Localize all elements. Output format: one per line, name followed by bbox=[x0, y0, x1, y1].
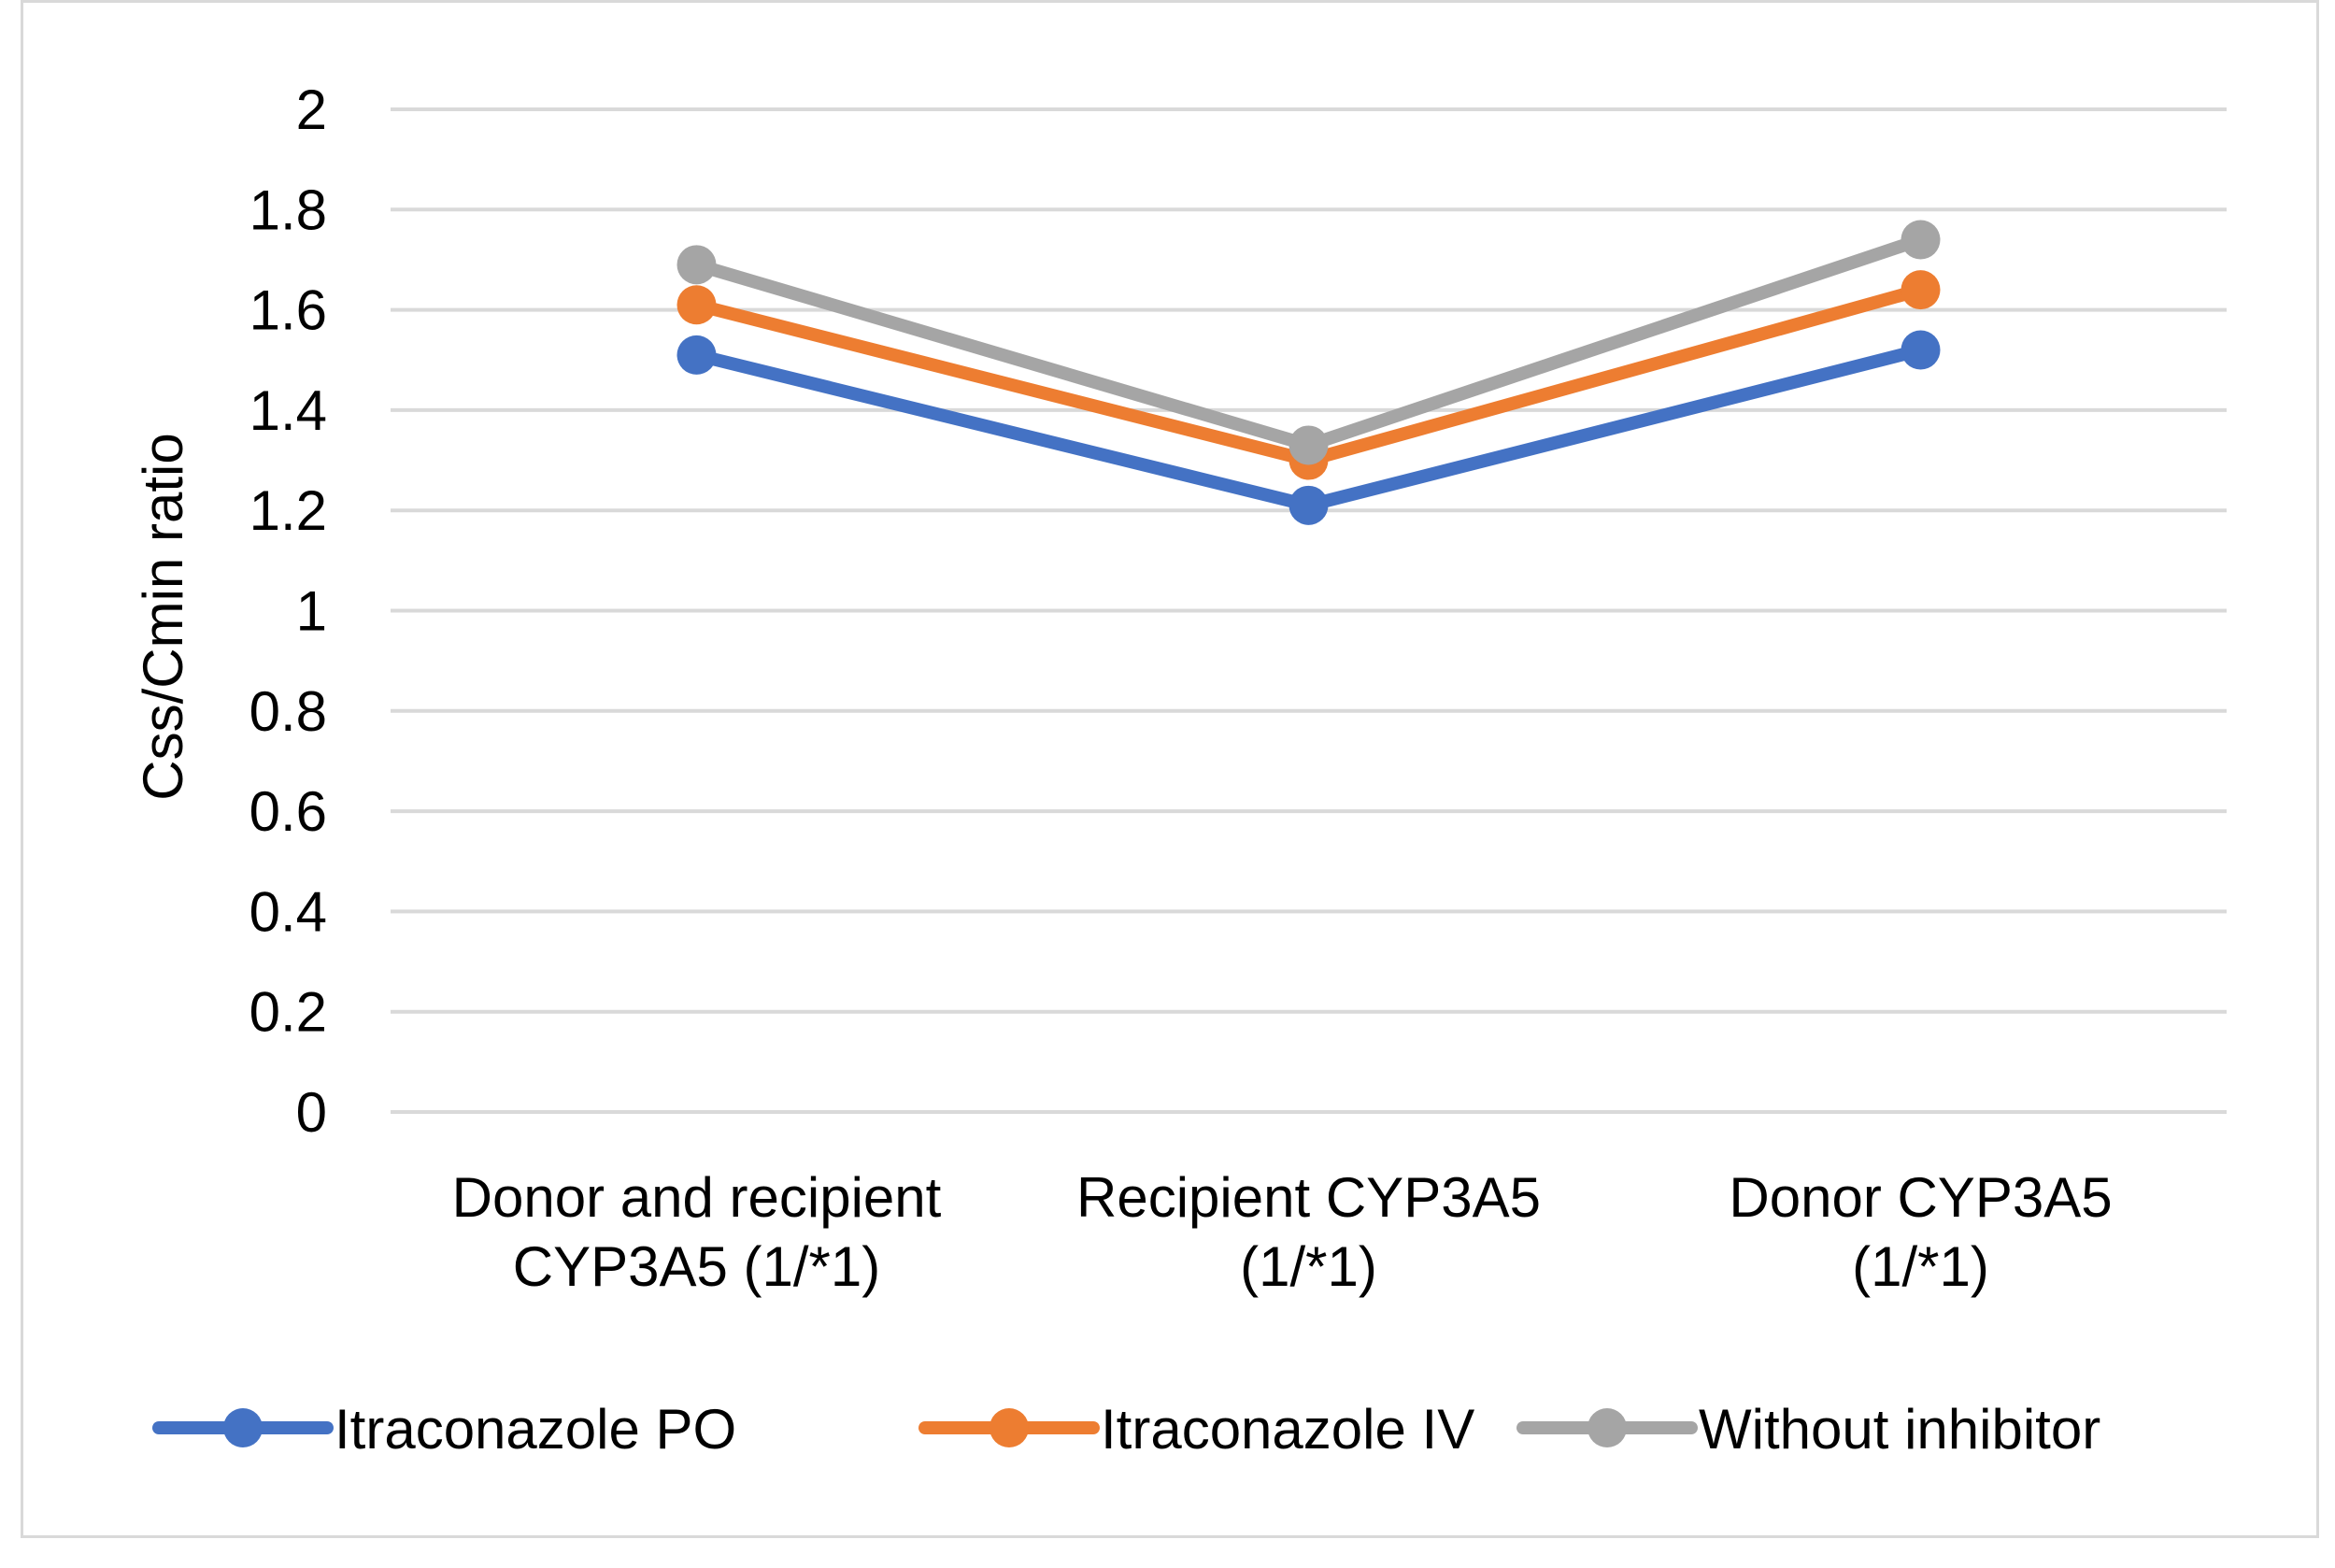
data-point-marker bbox=[1901, 270, 1941, 310]
y-tick-label: 1 bbox=[296, 580, 327, 643]
legend-entry: Without inhibitor bbox=[1516, 1398, 2100, 1461]
legend-label: Itraconazole PO bbox=[335, 1398, 736, 1461]
legend-entry: Itraconazole PO bbox=[152, 1398, 736, 1461]
y-tick-label: 1.2 bbox=[249, 479, 327, 542]
y-tick-label: 1.6 bbox=[249, 279, 327, 342]
legend: Itraconazole PO Itraconazole IV Without in… bbox=[152, 1398, 2100, 1461]
y-tick-label: 0.8 bbox=[249, 680, 327, 743]
y-axis-label: Css/Cmin ratio bbox=[132, 433, 194, 800]
x-category-label-line: Recipient CYP3A5 bbox=[1076, 1166, 1541, 1229]
x-category-label: Donor and recipient CYP3A5 (1/*1) bbox=[452, 1166, 942, 1298]
series-without-inhibitor bbox=[676, 220, 1941, 465]
data-point-marker bbox=[676, 245, 717, 285]
data-point-marker bbox=[1289, 485, 1329, 525]
y-tick-label: 0.6 bbox=[249, 780, 327, 843]
legend-marker-swatch bbox=[1588, 1408, 1627, 1447]
y-tick-label: 1.8 bbox=[249, 178, 327, 241]
x-category-label-line: Donor CYP3A5 bbox=[1729, 1166, 2112, 1229]
data-point-marker bbox=[676, 335, 717, 375]
data-point-marker bbox=[1901, 220, 1941, 260]
y-tick-label: 1.4 bbox=[249, 379, 327, 442]
chart-frame bbox=[21, 0, 2319, 1538]
y-tick-label: 0.4 bbox=[249, 880, 327, 943]
x-category-label: Recipient CYP3A5 (1/*1) bbox=[1076, 1166, 1541, 1298]
x-category-label-line: (1/*1) bbox=[1240, 1235, 1377, 1298]
x-category-label-line: CYP3A5 (1/*1) bbox=[513, 1235, 881, 1298]
legend-marker-swatch bbox=[990, 1408, 1029, 1447]
legend-entry: Itraconazole IV bbox=[918, 1398, 1474, 1461]
gridlines bbox=[391, 107, 2227, 1114]
y-tick-label: 0.2 bbox=[249, 981, 327, 1044]
x-category-label-line: Donor and recipient bbox=[452, 1166, 942, 1229]
x-axis-category-labels: Donor and recipient CYP3A5 (1/*1) Recipien… bbox=[452, 1166, 2113, 1298]
y-axis-tick-labels: 0 0.2 0.4 0.6 0.8 1 1.2 1.4 1.6 1.8 2 bbox=[249, 78, 327, 1144]
series-itraconazole-po bbox=[676, 330, 1941, 525]
data-point-marker bbox=[1289, 425, 1329, 465]
data-point-marker bbox=[676, 285, 717, 325]
legend-label: Itraconazole IV bbox=[1101, 1398, 1474, 1461]
legend-label: Without inhibitor bbox=[1699, 1398, 2100, 1461]
x-category-label: Donor CYP3A5 (1/*1) bbox=[1729, 1166, 2112, 1298]
y-tick-label: 2 bbox=[296, 78, 327, 141]
data-series bbox=[676, 220, 1941, 525]
legend-marker-swatch bbox=[223, 1408, 263, 1447]
x-category-label-line: (1/*1) bbox=[1852, 1235, 1989, 1298]
data-point-marker bbox=[1901, 330, 1941, 370]
y-tick-label: 0 bbox=[296, 1081, 327, 1144]
